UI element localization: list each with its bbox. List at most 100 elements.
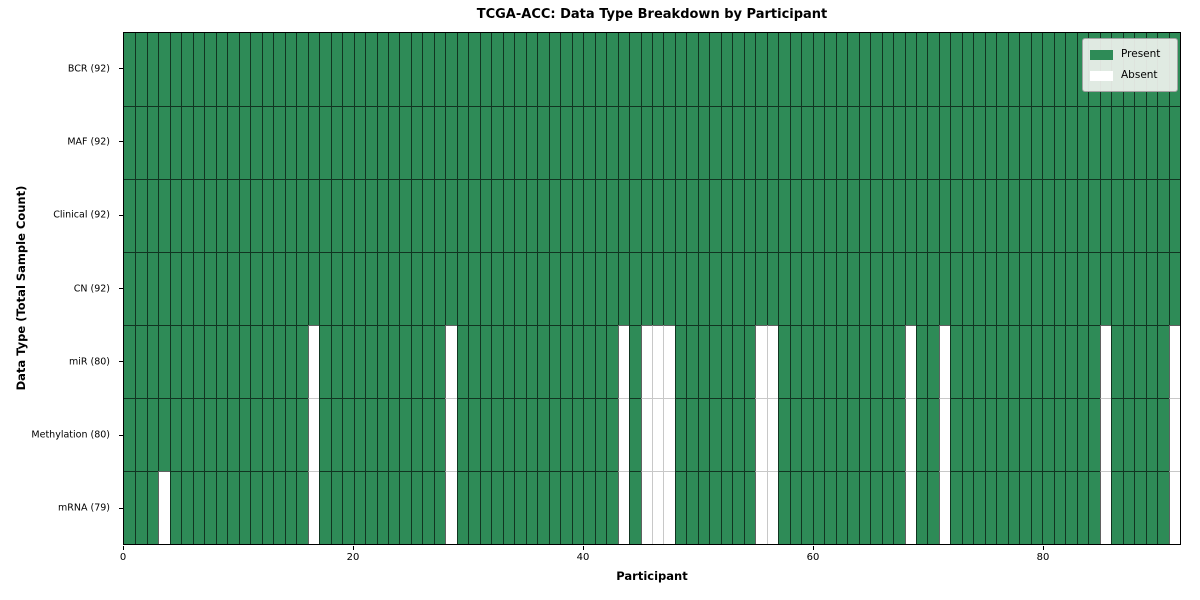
cell-present-Methylation-59	[801, 398, 813, 471]
cell-present-CN-70	[927, 252, 939, 325]
cell-present-Methylation-8	[215, 398, 228, 471]
cell-present-Clinical-42	[606, 179, 618, 252]
cell-present-miR-34	[514, 325, 526, 398]
cell-present-MAF-14	[284, 106, 297, 179]
cell-present-Clinical-7	[204, 179, 216, 252]
cell-present-mRNA-36	[537, 471, 549, 544]
cell-present-mRNA-64	[858, 471, 871, 544]
cell-present-mRNA-72	[950, 471, 962, 544]
cell-present-Methylation-38	[560, 398, 572, 471]
cell-present-CN-8	[215, 252, 228, 325]
cell-absent-Methylation-46	[652, 398, 664, 471]
cell-present-BCR-11	[250, 33, 262, 106]
cell-present-BCR-22	[376, 33, 388, 106]
cell-present-mRNA-62	[835, 471, 848, 544]
cell-present-miR-7	[204, 325, 216, 398]
cell-present-Methylation-44	[629, 398, 641, 471]
cell-present-mRNA-77	[1007, 471, 1020, 544]
cell-present-Methylation-78	[1019, 398, 1031, 471]
x-axis-label: Participant	[616, 569, 688, 583]
cell-present-MAF-11	[250, 106, 262, 179]
cell-present-mRNA-60	[812, 471, 825, 544]
cell-present-BCR-41	[594, 33, 607, 106]
cell-present-miR-36	[537, 325, 549, 398]
cell-absent-miR-55	[755, 325, 767, 398]
cell-present-Clinical-60	[812, 179, 825, 252]
cell-present-Clinical-87	[1122, 179, 1135, 252]
cell-present-Clinical-84	[1088, 179, 1100, 252]
cell-present-Methylation-23	[388, 398, 400, 471]
cell-present-Methylation-75	[984, 398, 997, 471]
cell-present-Clinical-37	[548, 179, 561, 252]
cell-present-mRNA-76	[996, 471, 1008, 544]
cell-present-miR-41	[594, 325, 607, 398]
cell-present-MAF-51	[709, 106, 721, 179]
cell-present-MAF-38	[560, 106, 572, 179]
legend-label-absent: Absent	[1121, 69, 1158, 82]
cell-present-BCR-32	[491, 33, 503, 106]
cell-present-BCR-10	[238, 33, 251, 106]
cell-present-mRNA-87	[1122, 471, 1135, 544]
cell-present-CN-6	[192, 252, 205, 325]
cell-present-MAF-54	[743, 106, 756, 179]
cell-present-MAF-1	[135, 106, 147, 179]
cell-present-miR-75	[984, 325, 997, 398]
cell-present-BCR-56	[766, 33, 779, 106]
cell-absent-mRNA-71	[938, 471, 951, 544]
cell-present-mRNA-23	[388, 471, 400, 544]
cell-present-miR-65	[870, 325, 882, 398]
cell-present-BCR-46	[652, 33, 664, 106]
cell-present-CN-27	[433, 252, 446, 325]
cell-present-MAF-89	[1145, 106, 1158, 179]
y-tick-mark	[119, 141, 123, 143]
cell-present-BCR-5	[181, 33, 193, 106]
cell-present-CN-83	[1076, 252, 1089, 325]
cell-present-CN-15	[296, 252, 308, 325]
cell-absent-mRNA-46	[652, 471, 664, 544]
cell-present-Clinical-0	[124, 179, 136, 252]
cell-present-Methylation-1	[135, 398, 147, 471]
cell-present-Clinical-38	[560, 179, 572, 252]
cell-present-MAF-43	[617, 106, 630, 179]
cell-present-MAF-74	[973, 106, 985, 179]
cell-present-mRNA-59	[801, 471, 813, 544]
cell-present-CN-35	[525, 252, 538, 325]
cell-present-miR-81	[1053, 325, 1066, 398]
cell-present-CN-69	[916, 252, 928, 325]
cell-present-MAF-82	[1065, 106, 1077, 179]
cell-present-CN-62	[835, 252, 848, 325]
cell-absent-mRNA-68	[904, 471, 916, 544]
cell-present-MAF-25	[410, 106, 423, 179]
cell-absent-miR-68	[904, 325, 916, 398]
x-tick-label-0: 0	[119, 552, 127, 563]
cell-present-BCR-55	[755, 33, 767, 106]
cell-present-miR-49	[686, 325, 698, 398]
cell-present-Methylation-21	[365, 398, 377, 471]
cell-present-mRNA-25	[410, 471, 423, 544]
cell-present-mRNA-88	[1134, 471, 1146, 544]
cell-present-Methylation-5	[181, 398, 193, 471]
cell-present-CN-26	[422, 252, 434, 325]
cell-present-BCR-25	[410, 33, 423, 106]
cell-present-miR-39	[571, 325, 584, 398]
x-tick-mark	[583, 546, 584, 550]
cell-present-Clinical-90	[1157, 179, 1169, 252]
cell-present-CN-22	[376, 252, 388, 325]
cell-present-mRNA-67	[893, 471, 905, 544]
cell-present-CN-67	[893, 252, 905, 325]
cell-present-Clinical-15	[296, 179, 308, 252]
x-tick-mark	[353, 546, 354, 550]
cell-present-Clinical-36	[537, 179, 549, 252]
cell-present-Clinical-32	[491, 179, 503, 252]
cell-present-miR-17	[319, 325, 331, 398]
cell-present-BCR-36	[537, 33, 549, 106]
cell-present-BCR-15	[296, 33, 308, 106]
cell-present-mRNA-33	[502, 471, 515, 544]
cell-present-CN-23	[388, 252, 400, 325]
cell-present-BCR-77	[1007, 33, 1020, 106]
cell-present-miR-30	[468, 325, 480, 398]
cell-present-CN-17	[319, 252, 331, 325]
cell-present-CN-59	[801, 252, 813, 325]
cell-present-miR-82	[1065, 325, 1077, 398]
cell-present-BCR-60	[812, 33, 825, 106]
